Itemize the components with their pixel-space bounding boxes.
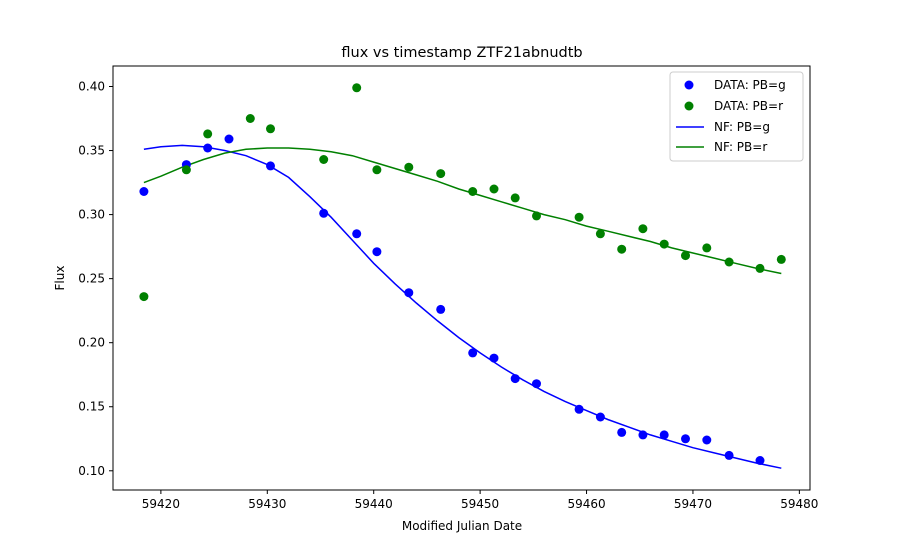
data-point-g <box>468 348 478 358</box>
x-tick-label: 59480 <box>780 497 818 511</box>
data-point-r <box>372 165 382 175</box>
legend-label-nf-r: NF: PB=r <box>714 140 767 154</box>
data-point-g <box>617 427 627 437</box>
data-point-g <box>139 187 149 196</box>
data-point-g <box>724 450 734 460</box>
nf-line-r <box>143 147 782 275</box>
data-point-g <box>372 247 382 257</box>
data-point-r <box>489 184 499 194</box>
axes-frame <box>112 65 811 491</box>
data-point-r <box>139 292 149 302</box>
data-point-g <box>404 288 414 298</box>
nf-line-g <box>143 144 782 469</box>
y-tick-label: 0.30 <box>78 208 105 222</box>
data-point-r <box>755 263 765 273</box>
ticks: 59420 59430 59440 59450 59460 59470 59480 0.10 0… <box>78 79 818 511</box>
data-point-g <box>489 353 499 363</box>
data-point-g <box>681 434 690 444</box>
y-tick-label: 0.25 <box>78 272 105 286</box>
data-point-r <box>245 114 255 123</box>
x-tick-label: 59440 <box>355 497 393 511</box>
legend-marker-data-g <box>684 80 694 90</box>
data-point-g <box>436 304 446 314</box>
plot-area <box>139 83 786 469</box>
x-tick-label: 59450 <box>461 497 499 511</box>
data-point-r <box>776 254 786 264</box>
data-point-r <box>404 162 414 172</box>
data-point-g <box>702 435 712 445</box>
legend-frame <box>669 71 804 162</box>
data-point-g <box>224 134 234 144</box>
data-point-g <box>595 412 605 422</box>
data-point-r <box>468 187 478 196</box>
data-point-r <box>595 229 605 239</box>
data-point-g <box>574 404 584 414</box>
data-point-g <box>659 430 669 440</box>
legend-marker-data-r <box>684 101 694 111</box>
legend-label-data-r: DATA: PB=r <box>714 99 783 113</box>
data-point-g <box>638 430 648 440</box>
data-point-r <box>617 244 627 254</box>
y-tick-label: 0.10 <box>78 464 105 478</box>
x-tick-label: 59420 <box>142 497 180 511</box>
x-tick-label: 59460 <box>567 497 605 511</box>
x-axis-label: Modified Julian Date <box>402 519 522 533</box>
legend-label-data-g: DATA: PB=g <box>714 78 786 92</box>
x-tick-label: 59470 <box>674 497 712 511</box>
y-tick-label: 0.40 <box>78 79 105 93</box>
data-point-r <box>266 124 275 134</box>
data-point-g <box>203 143 213 153</box>
y-tick-label: 0.15 <box>78 400 105 414</box>
legend-label-nf-g: NF: PB=g <box>714 120 770 134</box>
data-point-g <box>266 161 275 171</box>
data-point-g <box>532 379 541 389</box>
x-tick-label: 59430 <box>248 497 286 511</box>
data-point-g <box>352 229 362 239</box>
y-tick-label: 0.35 <box>78 144 105 158</box>
data-point-r <box>181 165 191 175</box>
data-point-r <box>659 239 669 249</box>
chart-title: flux vs timestamp ZTF21abnudtb <box>341 45 582 61</box>
data-point-r <box>681 251 690 261</box>
data-point-r <box>532 211 541 221</box>
y-tick-label: 0.20 <box>78 336 105 350</box>
data-point-r <box>352 83 362 93</box>
y-axis-label: Flux <box>53 266 67 291</box>
data-point-g <box>755 456 765 465</box>
data-point-g <box>510 374 520 384</box>
data-point-r <box>510 193 520 203</box>
data-point-g <box>319 208 329 218</box>
data-point-r <box>574 212 584 222</box>
legend: DATA: PB=g DATA: PB=r NF: PB=g NF: PB=r <box>669 71 804 162</box>
data-point-r <box>638 224 648 234</box>
data-point-r <box>702 243 712 253</box>
data-point-r <box>319 155 329 164</box>
data-point-r <box>203 129 213 139</box>
data-point-r <box>436 169 446 179</box>
data-point-r <box>724 257 734 267</box>
